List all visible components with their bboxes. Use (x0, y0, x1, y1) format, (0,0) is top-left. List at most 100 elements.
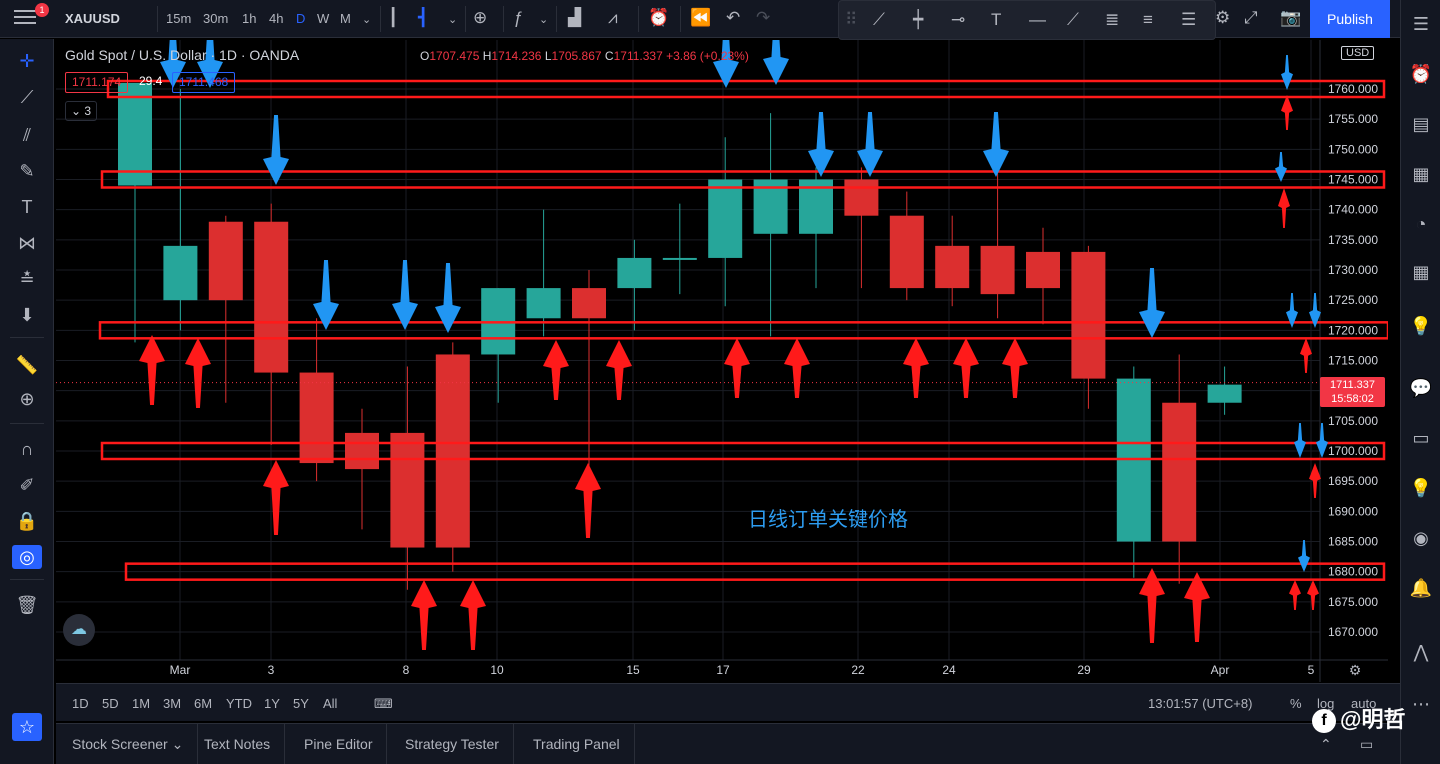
bid-price-button[interactable]: 1711.174 (65, 72, 129, 93)
range-5y[interactable]: 5Y (293, 696, 309, 711)
range-6m[interactable]: 6M (194, 696, 213, 711)
parallel-channel-icon[interactable]: ≣ (1105, 10, 1120, 29)
percent-toggle[interactable]: % (1290, 696, 1302, 711)
annotation-text[interactable]: 日线订单关键价格 (748, 509, 908, 531)
data-window-icon[interactable]: ◔ (1415, 214, 1427, 234)
candle-body (844, 179, 879, 216)
range-all[interactable]: All (323, 696, 338, 711)
price-axis-label: 1730.000 (1328, 263, 1378, 277)
fullscreen-icon[interactable]: ⤢ (1244, 8, 1258, 27)
tab-trading-panel[interactable]: Trading Panel (519, 724, 635, 764)
compare-plus-icon[interactable]: ⊕ (473, 8, 488, 27)
trend-line-icon[interactable]: ⟋ (20, 87, 34, 107)
replay-icon[interactable]: ⏪ (690, 8, 712, 27)
chevron-down-icon[interactable]: ⌄ (448, 14, 458, 26)
text-tool-icon[interactable]: T (991, 10, 1002, 29)
templates-icon[interactable]: ⩘ (608, 8, 618, 27)
redo-icon[interactable]: ↷ (756, 8, 771, 27)
range-1y[interactable]: 1Y (264, 696, 280, 711)
lock-drawing-icon[interactable]: ✐ (19, 475, 35, 495)
horizontal-line-icon[interactable]: — (1029, 10, 1046, 29)
timeframe-m[interactable]: M (340, 11, 351, 26)
collapse-panel-icon[interactable]: ⌃ (1320, 736, 1332, 752)
pitchfork-icon[interactable]: ⫽ (22, 125, 32, 145)
range-ytd[interactable]: YTD (226, 696, 252, 711)
arrow-down-icon[interactable]: ⬇ (19, 305, 35, 325)
close-value: 1711.337 (613, 49, 663, 63)
settings-gear-icon[interactable]: ⚙ (1215, 8, 1231, 27)
favorites-star-icon[interactable]: ☆ (12, 713, 42, 741)
auto-toggle[interactable]: auto (1351, 696, 1377, 711)
log-toggle[interactable]: log (1317, 696, 1335, 711)
bars-chart-icon[interactable]: ┫ (418, 8, 429, 27)
pattern-icon[interactable]: ⋈ (18, 233, 36, 253)
help-icon[interactable]: ⋯ (1412, 694, 1430, 714)
timeframe-d[interactable]: D (296, 11, 306, 26)
tradingview-logo-icon[interactable]: ☁ (63, 614, 95, 646)
candlestick-chart[interactable]: 1760.000 1755.000 1750.000 1745.000 1740.000… (56, 40, 1388, 682)
zoom-in-icon[interactable]: ⊕ (19, 389, 35, 409)
magnet-icon[interactable]: ∩ (20, 439, 34, 459)
vertical-line-icon[interactable]: ┿ (913, 10, 924, 29)
trash-icon[interactable]: 🗑 (15, 595, 39, 615)
hide-drawings-icon[interactable]: ◎ (12, 545, 42, 569)
alert-clock-icon[interactable]: ⏰ (648, 8, 670, 27)
financials-icon[interactable]: ▟ (568, 8, 582, 27)
hotlist-icon[interactable]: ▦ (1412, 164, 1430, 184)
ideas-bulb-icon[interactable]: 💡 (1409, 316, 1433, 336)
streams-icon[interactable]: ◉ (1413, 528, 1429, 548)
messages-icon[interactable]: ▭ (1412, 428, 1430, 448)
timeframe-4h[interactable]: 4h (269, 11, 284, 26)
alarm-clock-icon[interactable]: ⏰ (1409, 64, 1433, 84)
publish-button[interactable]: Publish (1310, 0, 1390, 38)
text-tool-icon[interactable]: T (21, 197, 33, 217)
chevron-down-icon[interactable]: ⌄ (539, 14, 549, 26)
path-tool-icon[interactable]: ⟋ (1067, 10, 1079, 29)
chevron-down-icon[interactable]: ⌄ (362, 14, 372, 26)
trading-icon[interactable]: ⋀ (1413, 642, 1429, 662)
maximize-panel-icon[interactable]: ▭ (1360, 736, 1374, 752)
ideas-stream-icon[interactable]: 💡 (1409, 478, 1433, 498)
price-axis-label: 1735.000 (1328, 233, 1378, 247)
range-3m[interactable]: 3M (163, 696, 182, 711)
timeframe-1h[interactable]: 1h (242, 11, 257, 26)
range-1d[interactable]: 1D (72, 696, 89, 711)
timeframe-30m[interactable]: 30m (203, 11, 229, 26)
crosshair-icon[interactable]: ✛ (19, 51, 35, 71)
tab-stock-screener[interactable]: Stock Screener ⌄ (58, 724, 199, 764)
tab-text-notes[interactable]: Text Notes (190, 724, 286, 764)
news-icon[interactable]: ▤ (1412, 114, 1430, 134)
range-5d[interactable]: 5D (102, 696, 119, 711)
menu-icon[interactable] (14, 10, 36, 28)
horizontal-ray-icon[interactable]: ⊸ (951, 10, 966, 29)
list-lines-icon[interactable]: ☰ (1181, 10, 1197, 29)
fib-retracement-icon[interactable]: ≡ (1143, 10, 1153, 29)
goto-date-icon[interactable]: ⌨ (374, 696, 393, 711)
tab-pine-editor[interactable]: Pine Editor (290, 724, 388, 764)
trend-line-icon[interactable]: ⟋ (873, 10, 885, 29)
range-1m[interactable]: 1M (132, 696, 151, 711)
prediction-icon[interactable]: ≛ (19, 269, 35, 289)
indicators-fx-icon[interactable]: ƒ (513, 8, 523, 27)
chat-icon[interactable]: 💬 (1409, 378, 1433, 398)
ask-price-button[interactable]: 1711.468 (172, 72, 236, 93)
indicators-collapse-toggle[interactable]: ⌄ 3 (65, 101, 97, 121)
timeframe-w[interactable]: W (317, 11, 330, 26)
candles-chart-icon[interactable]: ┃ (388, 8, 399, 27)
calendar-icon[interactable]: ▦ (1412, 262, 1430, 282)
ruler-icon[interactable]: 📏 (15, 355, 39, 375)
brush-icon[interactable]: ✎ (19, 161, 35, 181)
snapshot-camera-icon[interactable]: 📷 (1280, 8, 1302, 27)
clock-timezone[interactable]: 13:01:57 (UTC+8) (1148, 696, 1253, 711)
symbol-search[interactable]: XAUUSD (65, 11, 120, 26)
tab-strategy-tester[interactable]: Strategy Tester (391, 724, 514, 764)
buy-arrow-icon (1281, 95, 1293, 130)
notifications-bell-icon[interactable]: 🔔 (1409, 578, 1433, 598)
lock-icon[interactable]: 🔒 (15, 511, 39, 531)
drag-handle-icon[interactable]: ⠿ (845, 10, 858, 29)
currency-label[interactable]: USD (1341, 46, 1375, 60)
watchlist-icon[interactable]: ☰ (1412, 14, 1430, 34)
timeframe-15m[interactable]: 15m (166, 11, 192, 26)
undo-icon[interactable]: ↶ (726, 8, 741, 27)
chart-pane[interactable]: 1760.000 1755.000 1750.000 1745.000 1740.000… (56, 40, 1388, 682)
